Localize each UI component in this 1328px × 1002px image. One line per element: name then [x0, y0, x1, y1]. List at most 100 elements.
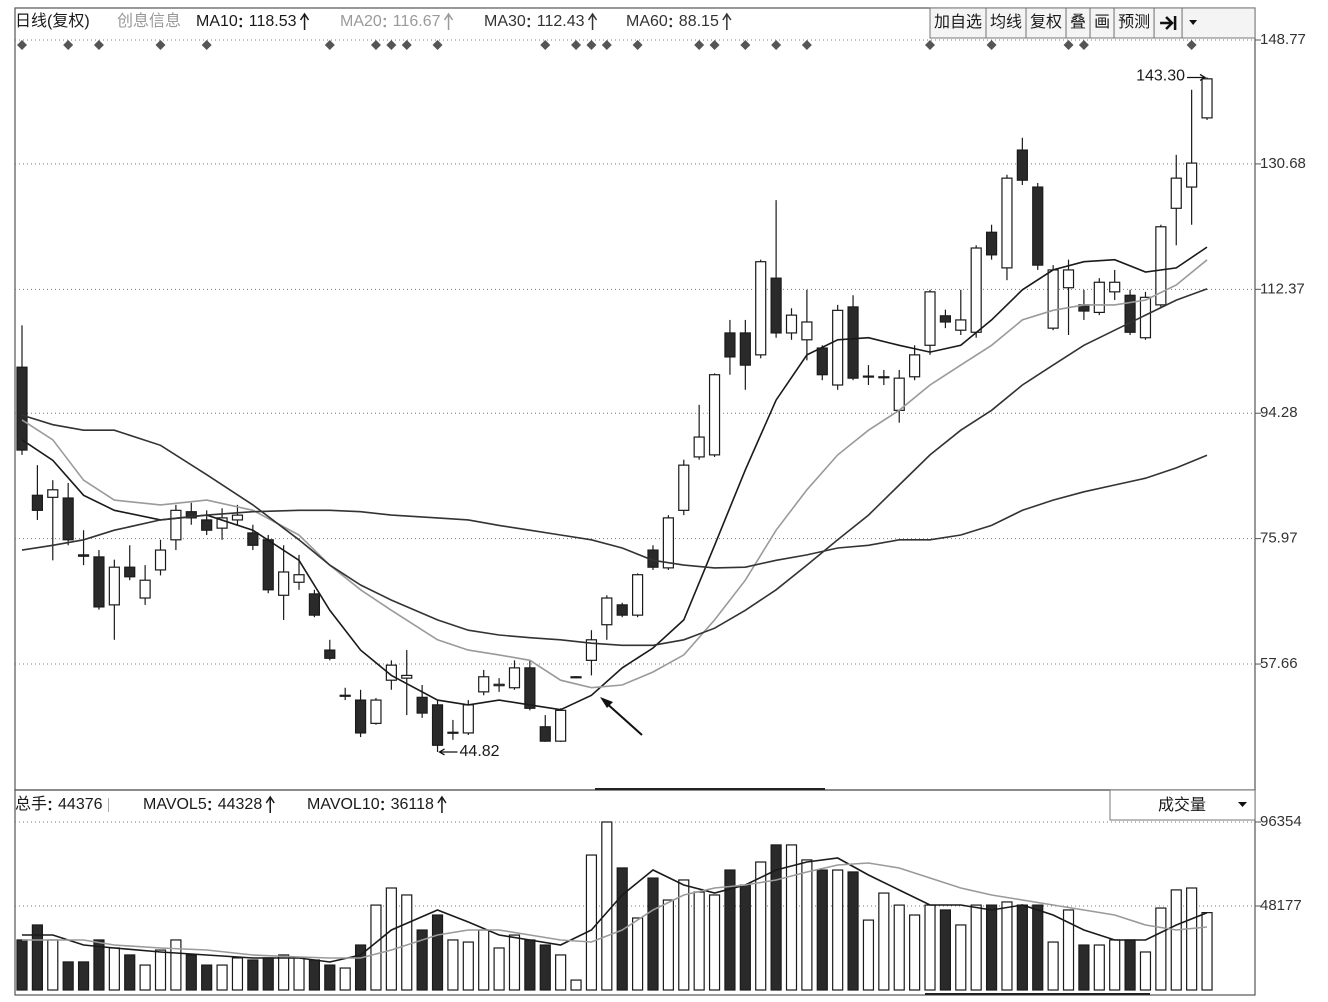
candle-body — [878, 376, 890, 379]
volume-bar — [647, 877, 659, 991]
volume-bar — [985, 904, 998, 991]
candle-body — [1155, 226, 1167, 306]
event-marker — [709, 40, 720, 50]
volume-bar — [93, 939, 105, 991]
volume-bar — [585, 854, 598, 991]
candle-body — [1170, 177, 1182, 209]
candle-body — [308, 593, 321, 616]
legend-value: 88.15 — [679, 13, 719, 30]
candle-body — [832, 309, 844, 386]
ma-line — [21, 246, 1208, 711]
toolbar-button[interactable]: 画 — [1089, 7, 1115, 39]
candle-body — [231, 514, 244, 521]
button-label: 复权 — [1030, 13, 1062, 31]
expand-button[interactable] — [1153, 7, 1183, 39]
pointer-arrow — [600, 697, 643, 736]
volume-bar — [662, 899, 674, 991]
candle-body — [478, 676, 490, 693]
candle-body — [1016, 149, 1028, 181]
candle-body — [801, 321, 813, 341]
candle-body — [154, 549, 167, 571]
volume-bar — [724, 869, 736, 991]
candle-body — [1001, 177, 1013, 269]
volume-bar — [62, 961, 74, 991]
volume-bar — [1093, 944, 1105, 991]
ma-line — [21, 259, 1208, 689]
volume-bar — [201, 964, 213, 991]
y-tick-label: 75.97 — [1260, 530, 1298, 547]
candle-body — [539, 726, 551, 742]
legend-name: MA20 — [340, 13, 382, 30]
high-label: 143.30 — [1136, 68, 1185, 85]
candle-body — [77, 554, 90, 557]
event-marker — [1063, 40, 1074, 50]
volume-bar — [493, 947, 505, 991]
toolbar-button[interactable]: 加自选 — [929, 7, 987, 39]
volume-bar — [1016, 904, 1028, 991]
volume-bar — [862, 919, 875, 991]
candle-body — [847, 306, 859, 379]
indicator-dropdown[interactable]: 成交量 — [1109, 789, 1256, 821]
volume-bar — [878, 892, 890, 991]
volume-bar — [847, 871, 859, 991]
candle-body — [708, 374, 721, 456]
candle-body — [755, 261, 767, 356]
volume-bar — [909, 914, 921, 991]
event-marker — [201, 40, 212, 50]
low-label: 44.82 — [460, 743, 500, 760]
volume-bar — [570, 979, 582, 991]
legend-value: 36118 — [391, 796, 434, 813]
candle-body — [401, 674, 413, 679]
toolbar-button[interactable]: 叠 — [1065, 7, 1091, 39]
candle-body — [970, 247, 982, 333]
candle-body — [601, 597, 613, 626]
volume-bar — [431, 914, 444, 991]
candle-body — [1062, 269, 1075, 289]
legend-value: 116.67 — [393, 13, 441, 30]
candle-body — [770, 277, 782, 334]
candle-body — [216, 517, 228, 529]
volume-bar — [16, 939, 28, 991]
candle-body — [139, 579, 151, 599]
colon — [48, 807, 52, 811]
volume-bar — [539, 944, 551, 991]
candle-body — [1093, 281, 1105, 313]
low-arrow — [438, 748, 458, 756]
info-label: 创息信息 — [117, 12, 181, 30]
volume-bar — [401, 894, 413, 991]
candle-body — [93, 556, 105, 608]
volume-bar — [231, 957, 244, 991]
toolbar-button[interactable]: 预测 — [1113, 7, 1155, 39]
volume-bar — [262, 957, 274, 991]
volume-bar — [1078, 944, 1090, 991]
candle-body — [201, 519, 213, 531]
y-tick-label: 130.68 — [1260, 155, 1306, 172]
candle-body — [1201, 78, 1213, 119]
volume-bar — [524, 939, 536, 991]
candle-body — [354, 699, 367, 734]
candle-body — [631, 574, 644, 616]
event-marker — [93, 40, 104, 50]
event-marker — [401, 40, 412, 50]
volume-bar — [555, 954, 567, 991]
colon — [48, 800, 52, 804]
candle-body — [1047, 269, 1059, 329]
volume-bar — [970, 904, 982, 991]
candle-body — [170, 509, 182, 541]
candle-body — [431, 704, 444, 746]
event-marker — [370, 40, 381, 50]
toolbar-button[interactable]: 复权 — [1025, 7, 1067, 39]
event-marker — [986, 40, 997, 50]
volume-bar — [832, 869, 844, 991]
menu-button[interactable] — [1181, 7, 1256, 39]
volume-bar — [1155, 907, 1167, 991]
volume-bar — [185, 954, 197, 991]
candle-body — [570, 676, 582, 679]
dropdown-arrow — [1189, 20, 1198, 25]
event-marker — [1078, 40, 1089, 50]
volume-bar — [1124, 939, 1136, 991]
toolbar-button[interactable]: 均线 — [985, 7, 1027, 39]
volume-bar — [154, 949, 167, 991]
volume-bar — [247, 959, 259, 991]
candle-body — [16, 366, 28, 451]
